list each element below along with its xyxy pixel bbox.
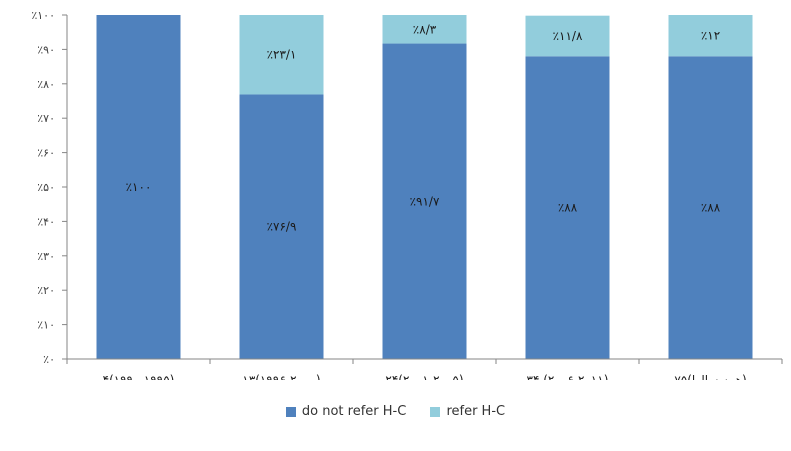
stacked-bar-chart: ٪۰ ٪۱۰ ٪۲۰ ٪۳۰ ٪۴۰ ٪۵۰ ٪۶۰ ٪۷۰ ٪۸۰ ٪۹۰ ٪۱۰۰ ٪۱۰۰ ٪۷… [31,9,783,380]
bar-do-not-refer [668,56,753,359]
bar-do-not-refer [382,43,467,359]
legend-item-refer: refer H-C [430,404,505,419]
data-label-do-not-refer: ٪۷۶/۹ [267,220,297,234]
data-label-do-not-refer: ٪۸۸ [558,201,578,215]
y-tick-label: ٪۷۰ [37,112,55,125]
category-label: (۱۹۹۶-۲۰۰۰)۱۳ [242,373,320,380]
data-label-do-not-refer: ٪۸۸ [701,201,721,215]
legend-swatch-refer [430,406,441,417]
category-label: (۲۰۰۶-۲۰۱۱) ۳۴ [527,373,609,380]
y-tick-label: ٪۱۰۰ [31,9,55,22]
legend: do not refer H-C refer H-C [0,404,791,421]
y-tick-label: ٪۵۰ [37,181,55,194]
bar-do-not-refer [96,15,181,359]
legend-swatch-do-not-refer [285,406,296,417]
category-label: (۱۹۹۰-۱۹۹۵)۴ [103,373,175,380]
data-label-do-not-refer: ٪۹۱/۷ [410,194,440,208]
legend-item-do-not-refer: do not refer H-C [285,404,407,419]
bar-refer [382,15,467,44]
data-label-refer: ٪۱۱/۸ [553,29,583,43]
y-tick-label: ٪۱۰ [37,319,55,332]
category-label: (همه سالها)۷۵ [674,373,746,380]
legend-label-do-not-refer: do not refer H-C [301,404,407,419]
y-tick-label: ٪۶۰ [37,147,55,160]
data-label-refer: ٪۱۲ [701,29,720,43]
bar-do-not-refer [525,56,610,359]
y-tick-label: ٪۹۰ [37,43,55,56]
legend-label-refer: refer H-C [446,404,506,419]
data-label-refer: ٪۸/۳ [413,22,437,36]
category-label: (۲۰۰۱-۲۰۰۵)۲۴ [385,373,463,380]
y-tick-label: ٪۳۰ [37,250,55,263]
y-tick-label: ٪۲۰ [37,284,55,297]
y-tick-label: ٪۸۰ [37,78,55,91]
data-label-do-not-refer: ٪۱۰۰ [126,180,152,194]
bar-refer [525,15,610,57]
bar-do-not-refer [239,94,324,360]
y-tick-label: ٪۰ [43,353,55,366]
bar-refer [668,15,753,57]
y-tick-label: ٪۴۰ [37,215,55,228]
data-label-refer: ٪۲۳/۱ [267,48,297,62]
bar-refer [239,15,324,95]
